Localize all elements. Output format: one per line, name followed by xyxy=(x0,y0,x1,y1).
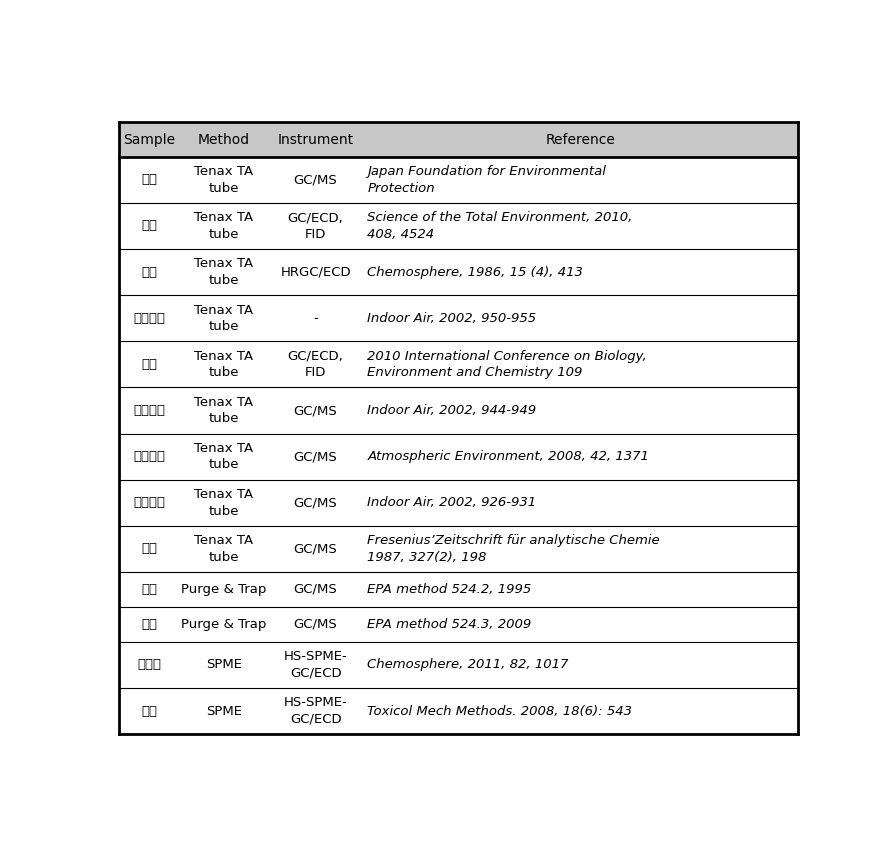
Text: Tenax TA
tube: Tenax TA tube xyxy=(194,442,254,472)
Text: Tenax TA
tube: Tenax TA tube xyxy=(194,534,254,564)
Text: Instrument: Instrument xyxy=(277,133,354,146)
Text: Sample: Sample xyxy=(123,133,175,146)
Text: 수질: 수질 xyxy=(141,583,157,596)
Text: Tenax TA
tube: Tenax TA tube xyxy=(194,304,254,333)
Text: GC/MS: GC/MS xyxy=(294,404,337,417)
Text: SPME: SPME xyxy=(206,704,242,717)
Text: Indoor Air, 2002, 944-949: Indoor Air, 2002, 944-949 xyxy=(367,404,536,417)
Text: 수질: 수질 xyxy=(141,618,157,631)
Text: 하수: 하수 xyxy=(141,704,157,717)
Text: EPA method 524.3, 2009: EPA method 524.3, 2009 xyxy=(367,618,532,631)
Text: Tenax TA
tube: Tenax TA tube xyxy=(194,258,254,287)
Text: GC/MS: GC/MS xyxy=(294,583,337,596)
Text: GC/ECD,
FID: GC/ECD, FID xyxy=(288,211,343,241)
Text: -: - xyxy=(313,312,318,324)
Text: Japan Foundation for Environmental
Protection: Japan Foundation for Environmental Prote… xyxy=(367,165,606,194)
Text: GC/MS: GC/MS xyxy=(294,496,337,509)
Text: GC/MS: GC/MS xyxy=(294,450,337,463)
Text: SPME: SPME xyxy=(206,658,242,671)
Text: Tenax TA
tube: Tenax TA tube xyxy=(194,165,254,194)
Text: 실내공기: 실내공기 xyxy=(133,496,165,509)
Text: 대기: 대기 xyxy=(141,543,157,556)
Text: 실내공기: 실내공기 xyxy=(133,404,165,417)
Text: Reference: Reference xyxy=(545,133,615,146)
Text: EPA method 524.2, 1995: EPA method 524.2, 1995 xyxy=(367,583,532,596)
Text: HS-SPME-
GC/ECD: HS-SPME- GC/ECD xyxy=(283,651,348,680)
Text: GC/MS: GC/MS xyxy=(294,618,337,631)
Text: 대기: 대기 xyxy=(141,358,157,371)
Text: HRGC/ECD: HRGC/ECD xyxy=(281,265,351,278)
Text: Science of the Total Environment, 2010,
408, 4524: Science of the Total Environment, 2010, … xyxy=(367,211,633,241)
Text: 대기: 대기 xyxy=(141,219,157,233)
Text: 대기: 대기 xyxy=(141,265,157,278)
Text: GC/MS: GC/MS xyxy=(294,543,337,556)
Text: GC/ECD,
FID: GC/ECD, FID xyxy=(288,349,343,379)
Text: Tenax TA
tube: Tenax TA tube xyxy=(194,395,254,425)
Text: Purge & Trap: Purge & Trap xyxy=(181,583,266,596)
Text: Chemosphere, 1986, 15 (4), 413: Chemosphere, 1986, 15 (4), 413 xyxy=(367,265,583,278)
Text: Method: Method xyxy=(198,133,250,146)
Text: Purge & Trap: Purge & Trap xyxy=(181,618,266,631)
Text: Indoor Air, 2002, 926-931: Indoor Air, 2002, 926-931 xyxy=(367,496,536,509)
Text: 2010 International Conference on Biology,
Environment and Chemistry 109: 2010 International Conference on Biology… xyxy=(367,349,647,379)
Text: Chemosphere, 2011, 82, 1017: Chemosphere, 2011, 82, 1017 xyxy=(367,658,569,671)
Text: Tenax TA
tube: Tenax TA tube xyxy=(194,211,254,241)
Text: GC/MS: GC/MS xyxy=(294,173,337,187)
Text: Fresenius’Zeitschrift für analytische Chemie
1987, 327(2), 198: Fresenius’Zeitschrift für analytische Ch… xyxy=(367,534,660,564)
Text: Atmospheric Environment, 2008, 42, 1371: Atmospheric Environment, 2008, 42, 1371 xyxy=(367,450,649,463)
Text: Toxicol Mech Methods. 2008, 18(6): 543: Toxicol Mech Methods. 2008, 18(6): 543 xyxy=(367,704,632,717)
Text: Tenax TA
tube: Tenax TA tube xyxy=(194,349,254,379)
Text: 실내공기: 실내공기 xyxy=(133,312,165,324)
Text: 실내공기: 실내공기 xyxy=(133,450,165,463)
Text: HS-SPME-
GC/ECD: HS-SPME- GC/ECD xyxy=(283,696,348,726)
Bar xyxy=(119,122,797,157)
Text: 대기: 대기 xyxy=(141,173,157,187)
Text: Tenax TA
tube: Tenax TA tube xyxy=(194,488,254,518)
Text: Indoor Air, 2002, 950-955: Indoor Air, 2002, 950-955 xyxy=(367,312,536,324)
Text: 침출수: 침출수 xyxy=(138,658,161,671)
